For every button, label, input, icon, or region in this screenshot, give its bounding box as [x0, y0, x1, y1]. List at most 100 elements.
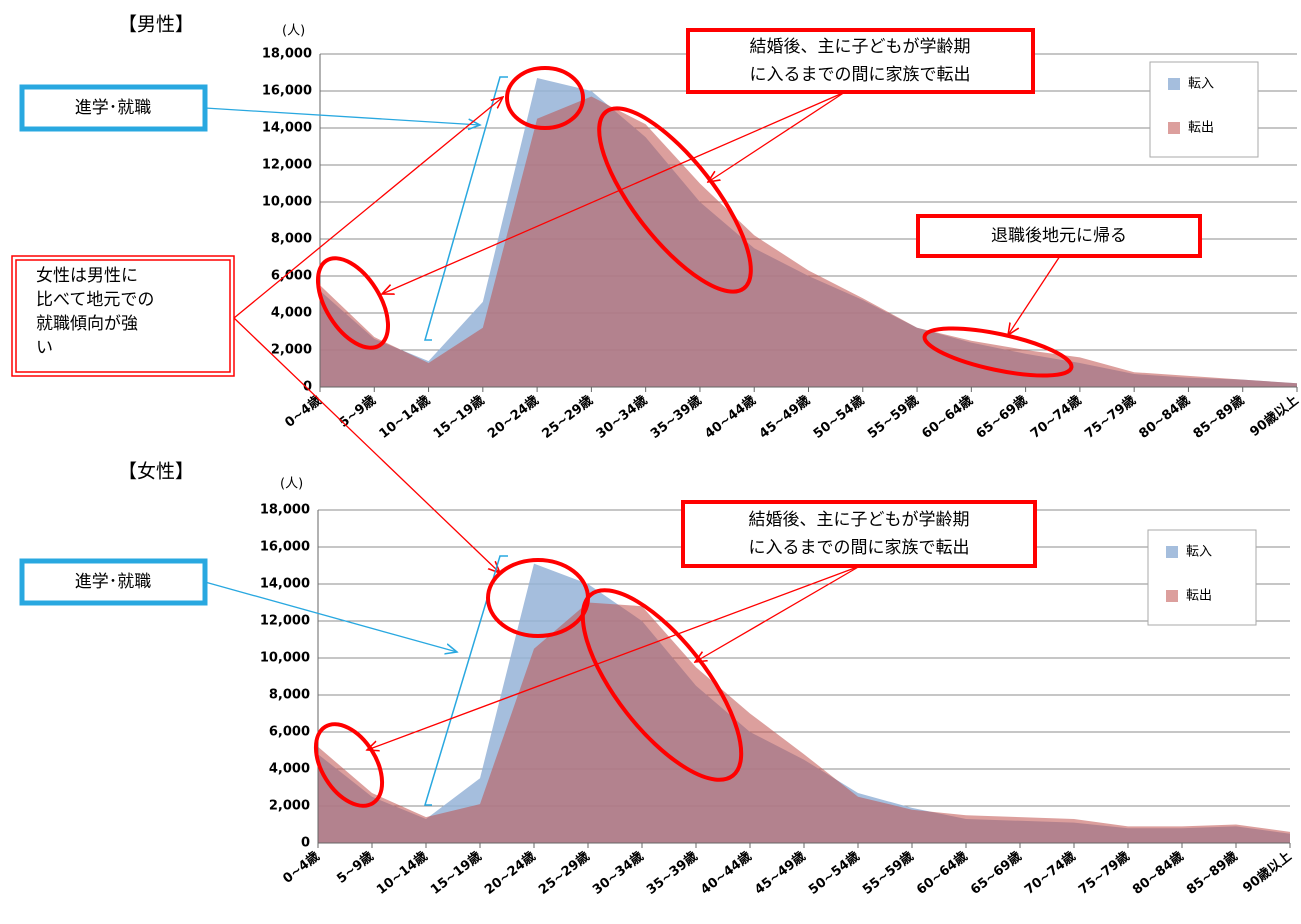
- annotation-box: [15, 259, 231, 373]
- legend-label: 転出: [1186, 589, 1212, 604]
- annotation: 結婚後、主に子どもが学齢期: [749, 510, 970, 530]
- arrow: [708, 91, 846, 182]
- annotation: 進学･就職: [75, 572, 152, 592]
- x-tick-label: 50~54歳: [810, 392, 867, 442]
- y-tick-label: 2,000: [269, 799, 310, 814]
- legend-label: 転入: [1188, 77, 1214, 92]
- annotation: 比べて地元での: [36, 290, 154, 310]
- arrow: [367, 565, 861, 750]
- annotations: 【男性】 (人) 進学･就職 結婚後、主に子どもが学齢期 に入るまでの間に家族で…: [11, 14, 1202, 808]
- legend-swatch: [1168, 78, 1180, 90]
- x-tick-label: 35~39歳: [643, 848, 700, 898]
- x-tick-label: 20~24歳: [481, 848, 538, 898]
- legend-swatch: [1168, 122, 1180, 134]
- annotation: 退職後地元に帰る: [991, 226, 1127, 246]
- area: [318, 602, 1290, 843]
- annotation: 就職傾向が強: [36, 314, 138, 334]
- x-tick-label: 90歳以上: [1240, 848, 1295, 896]
- x-tick-label: 40~44歳: [697, 848, 754, 898]
- plots: 0 2,000 4,000 6,000 8,000 10,000 12,000 14,000 1…: [260, 47, 1301, 898]
- y-tick-label: 16,000: [260, 540, 310, 555]
- y-unit: (人): [280, 477, 303, 492]
- x-tick-label: 65~69歳: [967, 848, 1024, 898]
- legend-swatch: [1166, 590, 1178, 602]
- annotation: 進学･就職: [75, 98, 152, 118]
- annotation-box: [11, 255, 235, 377]
- y-tick-label: 4,000: [271, 306, 312, 321]
- x-tick-label: 45~49歳: [756, 392, 813, 442]
- y-tick-label: 0: [303, 380, 312, 395]
- y-tick-label: 12,000: [260, 614, 310, 629]
- y-tick-label: 18,000: [260, 503, 310, 518]
- y-tick-label: 10,000: [262, 195, 312, 210]
- x-tick-label: 55~59歳: [859, 848, 916, 898]
- legend-label: 転入: [1186, 545, 1212, 560]
- x-tick-label: 10~14歳: [376, 392, 433, 442]
- x-tick-label: 60~64歳: [919, 392, 976, 442]
- x-tick-label: 85~89歳: [1183, 848, 1240, 898]
- highlight: [315, 256, 391, 350]
- y-tick-label: 4,000: [269, 762, 310, 777]
- y-tick-label: 2,000: [271, 343, 312, 358]
- arrow: [233, 317, 500, 573]
- x-tick-label: 70~74歳: [1027, 392, 1084, 442]
- arrow: [204, 107, 480, 125]
- annotation: 女性は男性に: [36, 266, 138, 286]
- bracket: [424, 76, 508, 341]
- y-tick-label: 0: [301, 836, 310, 851]
- x-tick-label: 30~34歳: [593, 392, 650, 442]
- annotation: い: [36, 338, 53, 358]
- chart-title: 【男性】: [118, 14, 194, 36]
- annotation: 結婚後、主に子どもが学齢期: [750, 37, 971, 57]
- annotation: に入るまでの間に家族で転出: [749, 538, 970, 558]
- y-tick-label: 14,000: [262, 121, 312, 136]
- x-tick-label: 75~79歳: [1075, 848, 1132, 898]
- highlight: [922, 326, 1074, 378]
- y-tick-label: 8,000: [269, 688, 310, 703]
- arrow: [233, 97, 503, 319]
- annotation: に入るまでの間に家族で転出: [750, 65, 971, 85]
- arrow: [695, 565, 861, 662]
- x-tick-label: 70~74歳: [1021, 848, 1078, 898]
- x-tick-label: 75~79歳: [1082, 392, 1139, 442]
- x-tick-label: 80~84歳: [1129, 848, 1186, 898]
- highlight: [505, 66, 585, 130]
- y-tick-label: 10,000: [260, 651, 310, 666]
- x-tick-label: 0~4歳: [280, 848, 323, 886]
- highlight: [313, 722, 385, 808]
- legend-label: 転出: [1188, 121, 1214, 136]
- arrow: [204, 581, 457, 652]
- x-tick-label: 90歳以上: [1247, 392, 1301, 440]
- annotation-box: [916, 214, 1202, 258]
- y-tick-label: 8,000: [271, 232, 312, 247]
- y-tick-label: 14,000: [260, 577, 310, 592]
- annotation-box: [686, 28, 1035, 94]
- x-tick-label: 10~14歳: [373, 848, 430, 898]
- x-tick-label: 20~24歳: [485, 392, 542, 442]
- y-tick-label: 6,000: [269, 725, 310, 740]
- legend: [1149, 61, 1259, 158]
- y-tick-label: 12,000: [262, 158, 312, 173]
- x-tick-label: 55~59歳: [864, 392, 921, 442]
- x-tick-label: 60~64歳: [913, 848, 970, 898]
- x-tick-label: 15~19歳: [430, 392, 487, 442]
- legend-swatch: [1166, 546, 1178, 558]
- arrow: [382, 91, 846, 294]
- y-tick-label: 16,000: [262, 84, 312, 99]
- bracket: [423, 555, 508, 806]
- x-tick-label: 85~89歳: [1190, 392, 1247, 442]
- highlight: [597, 106, 753, 294]
- x-tick-label: 50~54歳: [805, 848, 862, 898]
- annotation-box: [681, 500, 1037, 568]
- y-tick-label: 18,000: [262, 47, 312, 62]
- x-tick-label: 25~29歳: [535, 848, 592, 898]
- chart-title: 【女性】: [118, 461, 194, 483]
- x-tick-label: 5~9歳: [336, 392, 379, 430]
- highlight: [580, 588, 744, 782]
- y-unit: (人): [282, 24, 305, 39]
- x-tick-label: 45~49歳: [751, 848, 808, 898]
- legend: [1147, 529, 1257, 626]
- x-tick-label: 40~44歳: [702, 392, 759, 442]
- x-tick-label: 80~84歳: [1136, 392, 1193, 442]
- x-tick-label: 30~34歳: [589, 848, 646, 898]
